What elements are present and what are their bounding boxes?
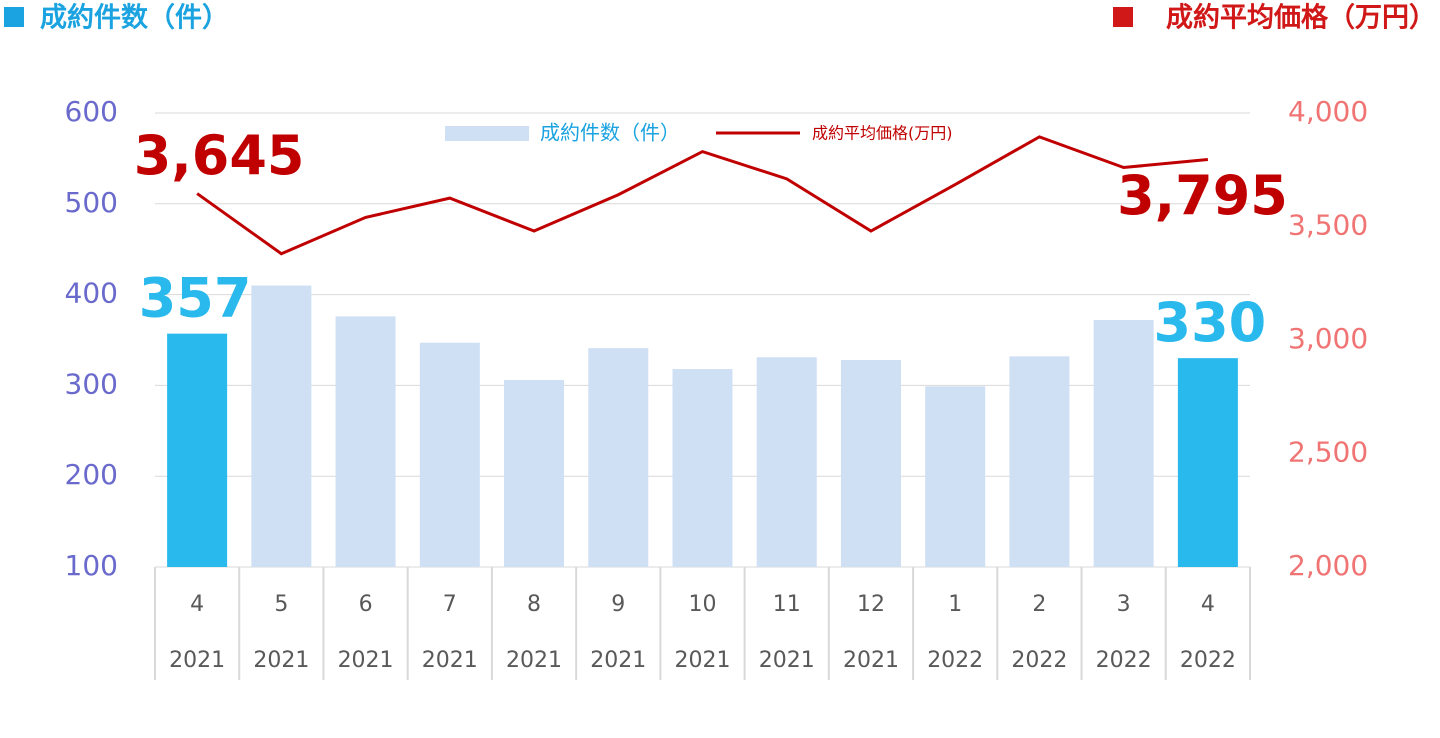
legend-swatch: [445, 126, 529, 141]
x-tick-label: 4: [1201, 592, 1215, 617]
line-value-label: 3,645: [134, 124, 305, 187]
y-label-marker: [4, 7, 24, 27]
line-value-label: 3,795: [1117, 164, 1288, 227]
bar: [840, 359, 901, 567]
x-tick-label: 3: [1117, 592, 1131, 617]
legend-label: 成約平均価格(万円): [812, 124, 953, 143]
x-year-label: 2022: [1011, 648, 1067, 673]
legend-label: 成約件数（件）: [540, 121, 680, 145]
x-year-label: 2022: [1096, 648, 1152, 673]
y2-tick-label: 2,000: [1288, 549, 1368, 582]
y2-tick-label: 3,000: [1288, 322, 1368, 355]
x-year-label: 2021: [590, 648, 646, 673]
x-tick-label: 6: [359, 592, 373, 617]
y-tick-label: 100: [65, 549, 118, 582]
x-tick-label: 9: [611, 592, 625, 617]
bar-value-label: 330: [1154, 291, 1267, 354]
x-year-label: 2022: [927, 648, 983, 673]
y2-tick-label: 2,500: [1288, 436, 1368, 469]
x-tick-label: 12: [857, 592, 885, 617]
y2-axis-title: 成約平均価格（万円）: [1166, 2, 1436, 34]
y-tick-label: 200: [65, 458, 118, 491]
x-tick-label: 4: [190, 592, 204, 617]
y-tick-label: 500: [65, 186, 118, 219]
y2-tick-label: 3,500: [1288, 209, 1368, 242]
y-tick-label: 300: [65, 367, 118, 400]
x-year-label: 2021: [843, 648, 899, 673]
bar: [1177, 358, 1238, 567]
x-tick-label: 10: [689, 592, 717, 617]
x-tick-label: 7: [443, 592, 457, 617]
x-tick-label: 5: [274, 592, 288, 617]
bar: [756, 357, 817, 567]
y-axis-title: 成約件数（件）: [40, 2, 229, 34]
y-tick-label: 400: [65, 277, 118, 310]
bar: [588, 348, 649, 567]
bar: [925, 386, 986, 567]
bar: [419, 342, 480, 567]
bar: [1009, 356, 1070, 567]
bar: [504, 379, 565, 567]
x-year-label: 2021: [253, 648, 309, 673]
x-tick-label: 11: [773, 592, 801, 617]
bar: [251, 285, 312, 567]
x-year-label: 2021: [422, 648, 478, 673]
x-year-label: 2021: [759, 648, 815, 673]
x-tick-label: 8: [527, 592, 541, 617]
x-year-label: 2021: [506, 648, 562, 673]
bar: [167, 333, 228, 567]
bar: [1093, 320, 1154, 567]
x-year-label: 2021: [338, 648, 394, 673]
x-tick-label: 1: [948, 592, 962, 617]
bar-value-label: 357: [139, 266, 252, 329]
y2-tick-label: 4,000: [1288, 95, 1368, 128]
bar: [672, 369, 733, 567]
x-year-label: 2021: [169, 648, 225, 673]
y-tick-label: 600: [65, 95, 118, 128]
bar: [335, 316, 396, 567]
x-year-label: 2022: [1180, 648, 1236, 673]
x-year-label: 2021: [675, 648, 731, 673]
x-tick-label: 2: [1032, 592, 1046, 617]
y2-label-marker: [1113, 7, 1133, 27]
line: [196, 135, 1209, 256]
